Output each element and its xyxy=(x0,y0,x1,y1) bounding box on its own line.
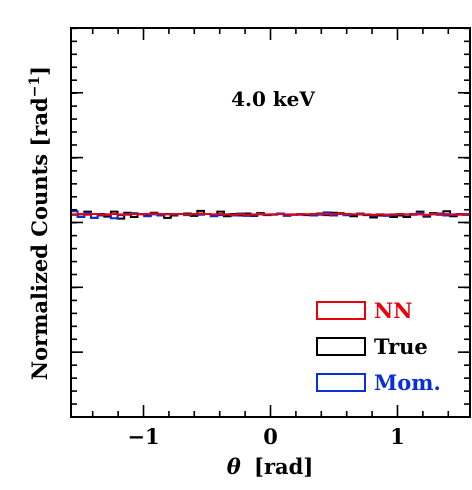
y-axis-label: Normalized Counts [rad−1] xyxy=(27,66,52,380)
legend-label-nn: NN xyxy=(374,298,412,323)
legend: NN True Mom. xyxy=(316,298,441,395)
legend-label-true: True xyxy=(374,334,428,359)
y-axis-label-exponent: −1 xyxy=(27,76,43,97)
x-tick-label: 1 xyxy=(390,424,405,449)
x-tick-label: −1 xyxy=(127,424,159,449)
legend-swatch-nn xyxy=(316,301,366,320)
legend-label-mom: Mom. xyxy=(374,370,441,395)
x-tick-label: 0 xyxy=(263,424,278,449)
legend-swatch-mom xyxy=(316,373,366,392)
legend-swatch-true xyxy=(316,337,366,356)
x-axis-label: θ [rad] xyxy=(227,454,314,479)
y-axis-label-main: Normalized Counts [rad xyxy=(27,97,52,380)
series-layer xyxy=(71,209,470,220)
x-axis-symbol: θ xyxy=(227,454,241,479)
plot-frame xyxy=(70,27,471,418)
series-nn-line xyxy=(71,212,470,216)
x-tick-labels: −1 0 1 xyxy=(127,424,404,449)
x-axis-unit: [rad] xyxy=(254,454,313,479)
energy-annotation: 4.0 keV xyxy=(231,87,315,111)
y-axis-label-close: ] xyxy=(27,66,52,76)
